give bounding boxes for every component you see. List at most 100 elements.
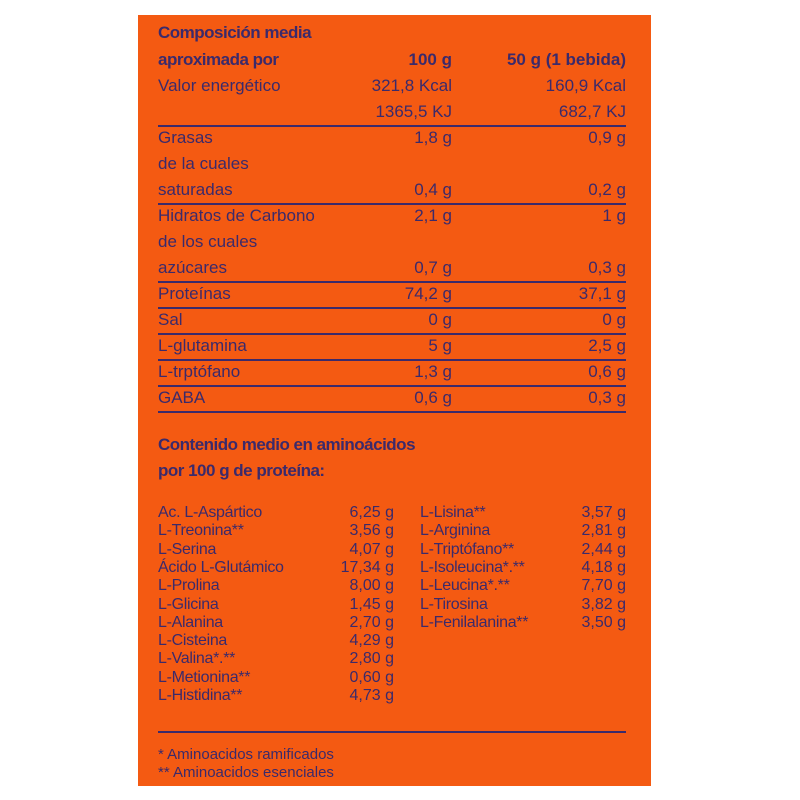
value-100g: 0,7 g <box>414 258 452 277</box>
value-50g: 0,9 g <box>588 128 626 147</box>
value-100g: 0,4 g <box>414 180 452 199</box>
amino-row: L-Prolina 8,00 g <box>158 577 394 595</box>
amino-value: 7,70 g <box>581 577 626 595</box>
amino-row: L-Alanina 2,70 g <box>158 614 394 632</box>
amino-value: 17,34 g <box>340 558 394 576</box>
composition-row: Proteínas 74,2 g 37,1 g <box>158 281 626 309</box>
value-50g: 160,9 Kcal <box>545 76 626 95</box>
composition-row: GABA 0,6 g 0,3 g <box>158 385 626 413</box>
composition-row: de los cuales <box>158 229 626 255</box>
composition-row: L-glutamina 5 g 2,5 g <box>158 333 626 361</box>
composition-row: azúcares 0,7 g 0,3 g <box>158 255 626 283</box>
amino-name: L-Lisina** <box>420 504 486 521</box>
composition-row: L-trptófano 1,3 g 0,6 g <box>158 359 626 387</box>
nutrient-label: Sal <box>158 310 183 329</box>
nutrient-label: de los cuales <box>158 232 258 251</box>
amino-name: L-Triptófano** <box>420 540 514 558</box>
amino-value: 2,44 g <box>581 540 626 558</box>
amino-row: L-Triptófano** 2,44 g <box>420 541 626 559</box>
value-100g: 321,8 Kcal <box>371 76 452 95</box>
amino-name: L-Treonina** <box>158 522 244 540</box>
composition-row: Hidratos de Carbono 2,1 g 1 g <box>158 203 626 229</box>
amino-name: L-Valina*.** <box>158 650 236 668</box>
amino-row: L-Metionina** 0,60 g <box>158 669 394 687</box>
amino-title-line1: Contenido medio en aminoácidos <box>158 435 416 454</box>
amino-value: 6,25 g <box>349 504 394 521</box>
footnote-essential: ** Aminoacidos esenciales <box>158 764 334 781</box>
value-100g: 0,6 g <box>414 388 452 407</box>
amino-value: 0,60 g <box>349 668 394 686</box>
value-50g: 0,3 g <box>588 388 626 407</box>
amino-row: L-Isoleucina*.** 4,18 g <box>420 559 626 577</box>
amino-row: L-Glicina 1,45 g <box>158 596 394 614</box>
amino-row: L-Treonina** 3,56 g <box>158 522 394 540</box>
nutrient-label: saturadas <box>158 180 233 199</box>
amino-value: 4,73 g <box>349 687 394 704</box>
amino-value: 4,29 g <box>349 632 394 650</box>
value-50g: 37,1 g <box>578 284 626 303</box>
value-50g: 2,5 g <box>588 336 626 355</box>
amino-value: 3,56 g <box>349 522 394 540</box>
amino-name: L-Alanina <box>158 613 223 631</box>
amino-row: L-Leucina*.** 7,70 g <box>420 577 626 595</box>
col-50g-header: 50 g (1 bebida) <box>506 50 626 69</box>
amino-value: 2,81 g <box>581 522 626 540</box>
amino-name: L-Prolina <box>158 577 220 595</box>
divider <box>158 731 626 733</box>
amino-name: L-Metionina** <box>158 668 251 686</box>
composition-title-line1: Composición media <box>158 23 312 42</box>
composition-row: saturadas 0,4 g 0,2 g <box>158 177 626 205</box>
amino-value: 3,57 g <box>581 504 626 521</box>
amino-name: L-Fenilalanina** <box>420 613 529 631</box>
nutrient-label: Hidratos de Carbono <box>158 206 315 225</box>
amino-value: 3,82 g <box>581 595 626 613</box>
nutrient-label: Valor energético <box>158 76 281 95</box>
amino-row: L-Tirosina 3,82 g <box>420 596 626 614</box>
composition-title-line2: aproximada por <box>158 50 279 69</box>
amino-row: L-Serina 4,07 g <box>158 541 394 559</box>
value-50g: 0,6 g <box>588 362 626 381</box>
nutrient-label: L-glutamina <box>158 336 247 355</box>
value-100g: 1365,5 KJ <box>375 102 452 121</box>
value-100g: 1,3 g <box>414 362 452 381</box>
composition-row: Grasas 1,8 g 0,9 g <box>158 125 626 151</box>
composition-row: Valor energético 321,8 Kcal 160,9 Kcal <box>158 73 626 99</box>
amino-row: L-Lisina** 3,57 g <box>420 504 626 522</box>
amino-row: L-Cisteina 4,29 g <box>158 632 394 650</box>
amino-name: L-Isoleucina*.** <box>420 558 525 576</box>
composition-header-row: aproximada por 100 g 50 g (1 bebida) <box>158 47 626 73</box>
value-50g: 1 g <box>602 206 626 225</box>
amino-name: L-Glicina <box>158 595 219 613</box>
amino-name: L-Serina <box>158 540 217 558</box>
amino-row: L-Fenilalanina** 3,50 g <box>420 614 626 632</box>
nutrient-label: L-trptófano <box>158 362 241 381</box>
amino-name: L-Arginina <box>420 522 490 540</box>
amino-name: L-Leucina*.** <box>420 577 510 595</box>
nutrition-label: Composición media aproximada por 100 g 5… <box>138 15 651 786</box>
value-100g: 5 g <box>428 336 452 355</box>
amino-row: L-Valina*.** 2,80 g <box>158 650 394 668</box>
amino-row: Ac. L-Aspártico 6,25 g <box>158 504 394 522</box>
amino-row: L-Histidina** 4,73 g <box>158 687 394 705</box>
amino-row: Ácido L-Glutámico 17,34 g <box>158 559 394 577</box>
amino-row: L-Arginina 2,81 g <box>420 522 626 540</box>
composition-row: Sal 0 g 0 g <box>158 307 626 335</box>
nutrient-label: Proteínas <box>158 284 231 303</box>
value-50g: 0,3 g <box>588 258 626 277</box>
amino-title-line2: por 100 g de proteína: <box>158 461 325 480</box>
value-100g: 74,2 g <box>404 284 452 303</box>
amino-value: 4,07 g <box>349 540 394 558</box>
amino-name: L-Cisteina <box>158 632 228 650</box>
amino-value: 3,50 g <box>581 613 626 631</box>
col-100g-header: 100 g <box>408 50 452 69</box>
composition-row: de la cuales <box>158 151 626 177</box>
amino-name: Ácido L-Glutámico <box>158 558 284 576</box>
footnote-branched: * Aminoacidos ramificados <box>158 746 334 763</box>
value-100g: 2,1 g <box>414 206 452 225</box>
nutrient-label: Grasas <box>158 128 213 147</box>
value-50g: 0,2 g <box>588 180 626 199</box>
amino-value: 4,18 g <box>581 558 626 576</box>
amino-value: 1,45 g <box>349 595 394 613</box>
value-50g: 0 g <box>602 310 626 329</box>
amino-name: L-Tirosina <box>420 595 488 613</box>
